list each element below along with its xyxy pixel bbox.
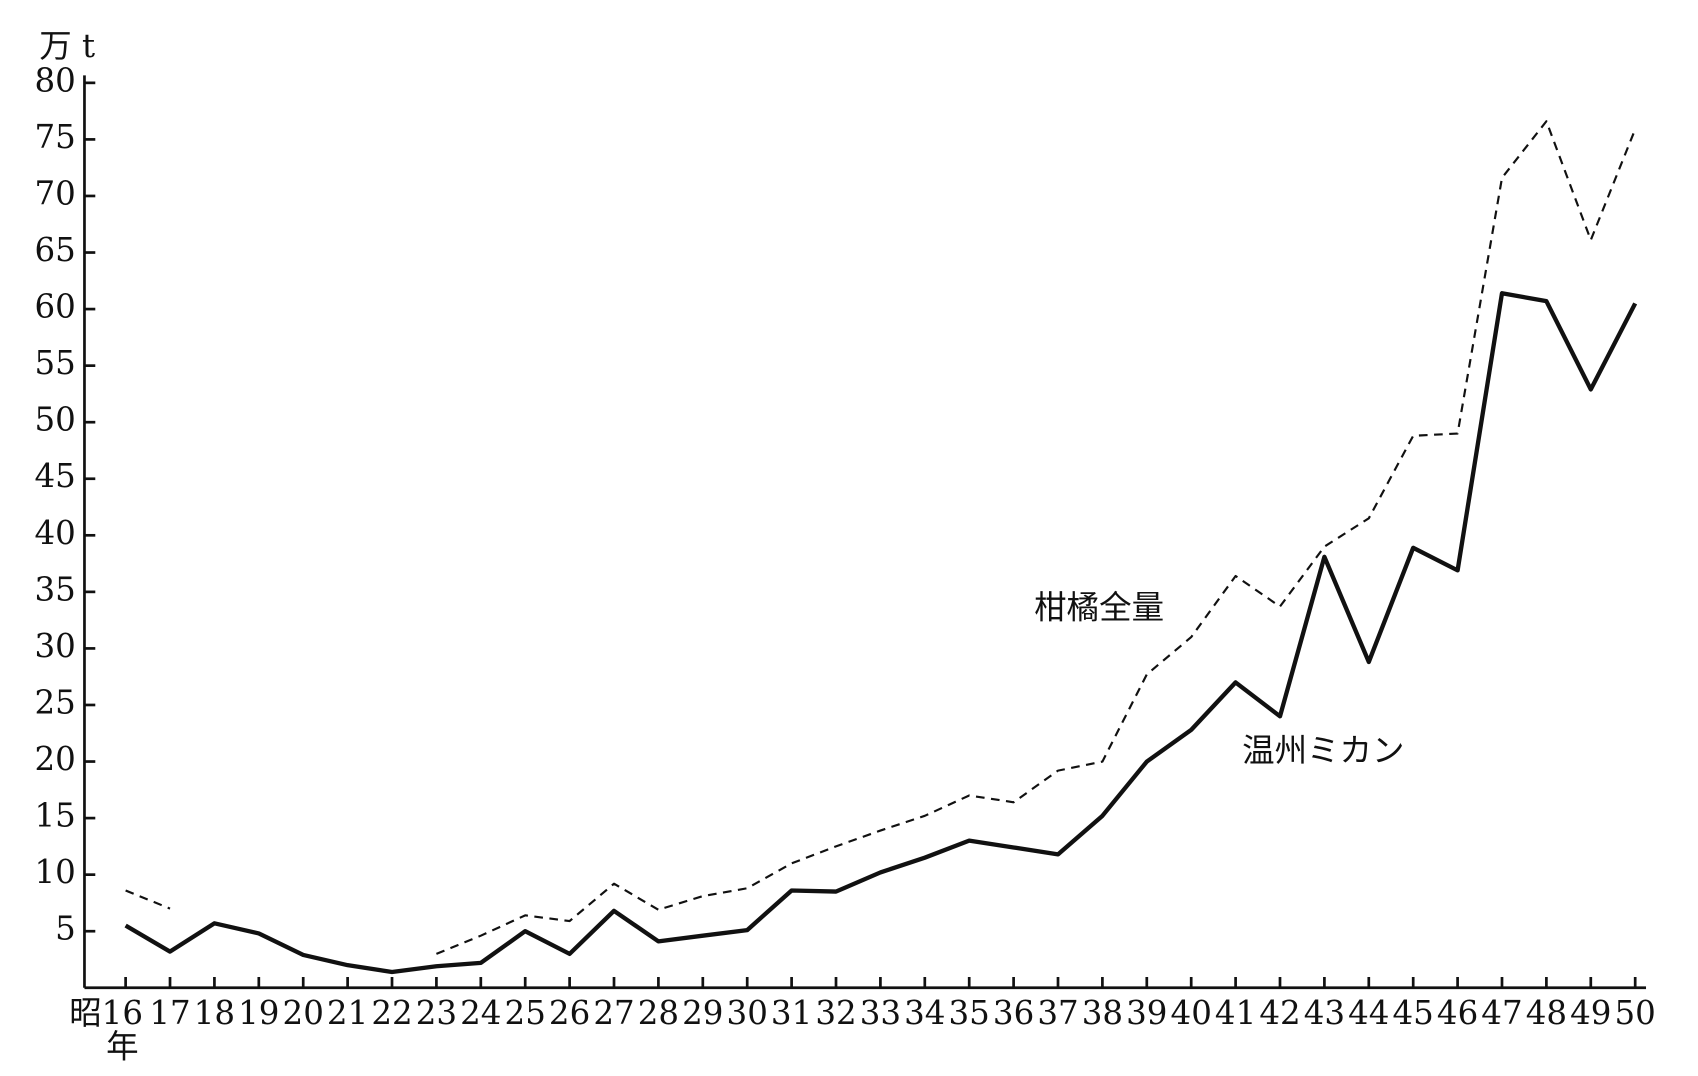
series-line [124, 291, 1638, 975]
x-tick-label: 24 [460, 994, 501, 1032]
series-line [125, 120, 1637, 955]
x-tick-label: 25 [505, 994, 546, 1032]
y-tick-label: 10 [34, 853, 75, 891]
x-tick-label: 27 [593, 994, 634, 1032]
y-tick-label: 15 [34, 797, 75, 835]
series-label: 柑橘全量 [1034, 589, 1164, 627]
y-tick-label: 35 [34, 570, 75, 608]
y-tick-label: 30 [34, 627, 75, 665]
x-tick-label: 17 [149, 994, 190, 1032]
y-tick-label: 20 [34, 740, 75, 778]
x-tick-label: 18 [194, 994, 235, 1032]
x-tick-label: 43 [1304, 994, 1345, 1032]
x-tick-label: 21 [327, 994, 368, 1032]
x-tick-label: 34 [904, 994, 945, 1032]
x-tick-label: 33 [860, 994, 901, 1032]
x-tick-label: 40 [1171, 994, 1212, 1032]
x-tick-label: 44 [1348, 994, 1389, 1032]
x-tick-label: 22 [371, 994, 412, 1032]
x-tick-label: 49 [1570, 994, 1611, 1032]
x-tick-label: 29 [682, 994, 723, 1032]
y-tick-label: 60 [34, 288, 75, 326]
y-tick-label: 40 [34, 514, 75, 552]
x-tick-label: 50 [1615, 994, 1656, 1032]
x-axis-label: 年 [106, 1028, 138, 1066]
x-tick-label: 19 [238, 994, 279, 1032]
x-tick-label: 28 [638, 994, 679, 1032]
x-tick-label: 26 [549, 994, 590, 1032]
x-tick-label: 20 [283, 994, 324, 1032]
y-tick-label: 5 [55, 910, 76, 948]
x-tick-label: 36 [993, 994, 1034, 1032]
x-tick-label: 41 [1215, 994, 1256, 1032]
y-tick-label: 50 [34, 401, 75, 439]
x-tick-label: 昭16 [69, 994, 143, 1032]
y-tick-label: 75 [34, 118, 75, 156]
y-tick-label: 55 [34, 344, 75, 382]
x-tick-label: 47 [1481, 994, 1522, 1032]
x-tick-label: 23 [416, 994, 457, 1032]
x-tick-label: 42 [1259, 994, 1300, 1032]
x-tick-label: 30 [727, 994, 768, 1032]
x-tick-label: 39 [1126, 994, 1167, 1032]
x-tick-label: 35 [949, 994, 990, 1032]
y-tick-label: 25 [34, 684, 75, 722]
y-tick-label: 45 [34, 457, 75, 495]
y-axis-label: 万 t [39, 27, 95, 65]
y-tick-label: 80 [34, 61, 75, 99]
x-tick-label: 37 [1037, 994, 1078, 1032]
y-tick-label: 65 [34, 231, 75, 269]
x-tick-label: 48 [1526, 994, 1567, 1032]
series-label: 温州ミカン [1242, 732, 1404, 770]
x-tick-label: 31 [771, 994, 812, 1032]
x-tick-label: 45 [1393, 994, 1434, 1032]
x-tick-label: 32 [815, 994, 856, 1032]
y-tick-label: 70 [34, 175, 75, 213]
x-tick-label: 46 [1437, 994, 1478, 1032]
x-tick-label: 38 [1082, 994, 1123, 1032]
